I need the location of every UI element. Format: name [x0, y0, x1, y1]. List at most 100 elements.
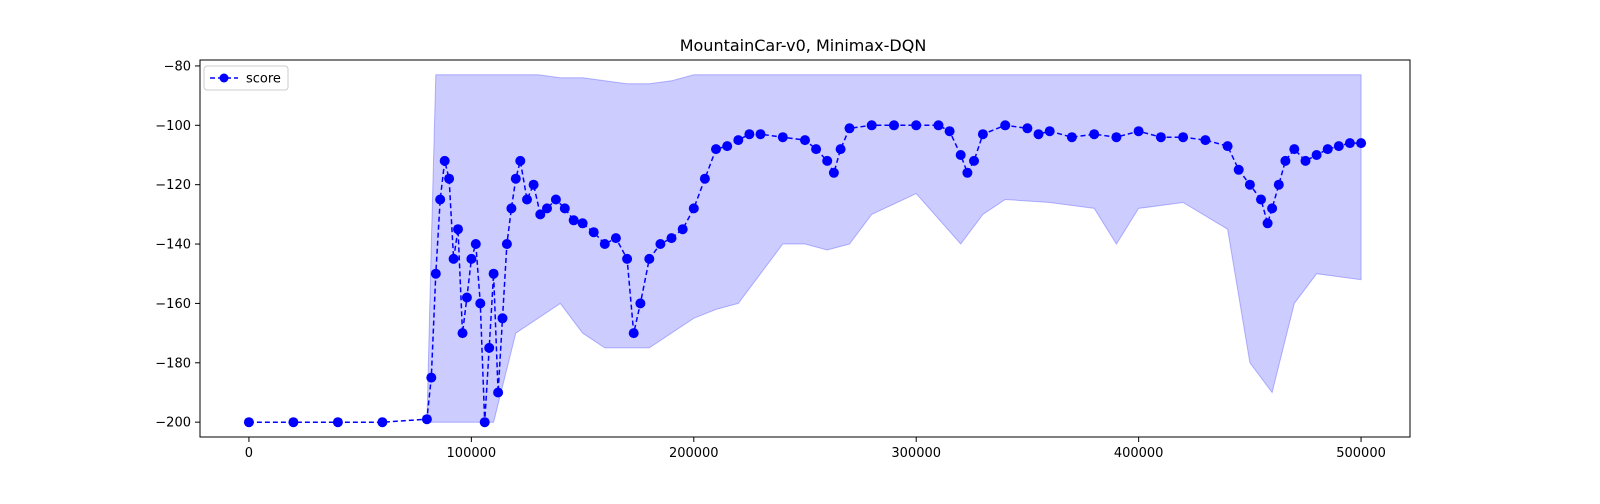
data-point [1022, 123, 1033, 134]
x-tick-label: 200000 [669, 446, 719, 461]
data-point [453, 224, 463, 235]
data-point [332, 417, 343, 428]
y-tick-label: −160 [155, 297, 191, 312]
data-point [635, 298, 646, 309]
data-point [1262, 218, 1273, 229]
data-point [542, 203, 552, 214]
data-point [484, 342, 495, 353]
data-point [628, 328, 639, 339]
data-point [828, 167, 839, 178]
data-point [1333, 141, 1344, 152]
x-tick-label: 400000 [1114, 446, 1164, 461]
data-point [522, 194, 532, 205]
data-point [777, 132, 788, 143]
data-point [497, 313, 508, 324]
x-tick-label: 300000 [891, 446, 941, 461]
score-band-layer [426, 74, 1362, 423]
data-point [1300, 155, 1311, 166]
data-point [559, 203, 570, 214]
data-point [1155, 132, 1166, 143]
data-point [430, 268, 441, 279]
legend-label-score: score [246, 72, 281, 87]
data-point [744, 129, 755, 140]
y-tick-label: −80 [164, 59, 191, 74]
data-point [243, 417, 254, 428]
data-point [457, 328, 468, 339]
data-point [1066, 132, 1077, 143]
data-point [1178, 132, 1189, 143]
data-point [435, 194, 446, 205]
data-point [866, 120, 877, 131]
data-point [610, 233, 621, 244]
data-point [599, 239, 610, 249]
data-point [688, 203, 699, 214]
data-point [1267, 203, 1278, 214]
data-point [1280, 155, 1291, 166]
data-point [528, 179, 539, 190]
data-point [1244, 179, 1255, 190]
data-point [733, 135, 744, 146]
data-point [426, 372, 437, 383]
data-point [568, 215, 579, 226]
data-point [1289, 144, 1300, 155]
data-point [1089, 129, 1100, 140]
data-point [977, 129, 988, 140]
data-point [488, 268, 499, 279]
data-point [588, 227, 599, 238]
data-point [622, 253, 633, 264]
data-point [550, 194, 561, 205]
data-point [535, 209, 546, 220]
data-point [955, 150, 966, 160]
data-point [800, 135, 810, 146]
data-point [377, 417, 388, 428]
data-point [1356, 138, 1367, 149]
data-point [644, 253, 655, 264]
data-point [711, 144, 721, 155]
data-point [470, 239, 481, 249]
data-point [1344, 138, 1355, 149]
data-point [493, 387, 504, 398]
data-point [1111, 132, 1122, 143]
data-point [1200, 135, 1211, 146]
data-point [479, 417, 490, 428]
data-point [439, 155, 450, 166]
data-point [501, 239, 512, 249]
data-point [475, 298, 486, 309]
legend-box [203, 65, 289, 91]
data-point [515, 155, 526, 166]
data-point [844, 123, 855, 134]
y-tick-label: −180 [155, 356, 191, 371]
data-point [889, 120, 899, 131]
data-point [288, 417, 299, 428]
y-tick-label: −200 [155, 416, 191, 431]
data-point [822, 155, 833, 166]
data-point [1044, 126, 1055, 137]
y-tick-label: −140 [155, 238, 191, 253]
legend-marker [219, 73, 229, 83]
y-axis: −80 −100 −120 −140 −160 −180 −200 [155, 59, 200, 431]
y-tick-label: −100 [155, 119, 191, 134]
data-point [1256, 194, 1266, 205]
data-point [1000, 120, 1011, 131]
data-point [835, 144, 846, 155]
y-tick-label: −120 [155, 178, 191, 193]
data-point [1133, 126, 1144, 137]
score-series-layer [243, 120, 1367, 428]
data-point [1273, 179, 1284, 190]
data-point [444, 173, 455, 184]
data-point [655, 239, 666, 249]
plot-frame [199, 59, 1411, 438]
data-point [969, 155, 979, 166]
data-point [677, 224, 688, 235]
data-point [722, 141, 733, 152]
legend: score [203, 65, 289, 91]
data-point [811, 144, 822, 155]
x-tick-label: 500000 [1336, 446, 1386, 461]
x-tick-label: 0 [245, 446, 253, 461]
data-point [666, 233, 677, 244]
data-point [944, 126, 955, 137]
data-point [1222, 141, 1233, 152]
data-point [911, 120, 922, 131]
data-point [1233, 164, 1244, 175]
